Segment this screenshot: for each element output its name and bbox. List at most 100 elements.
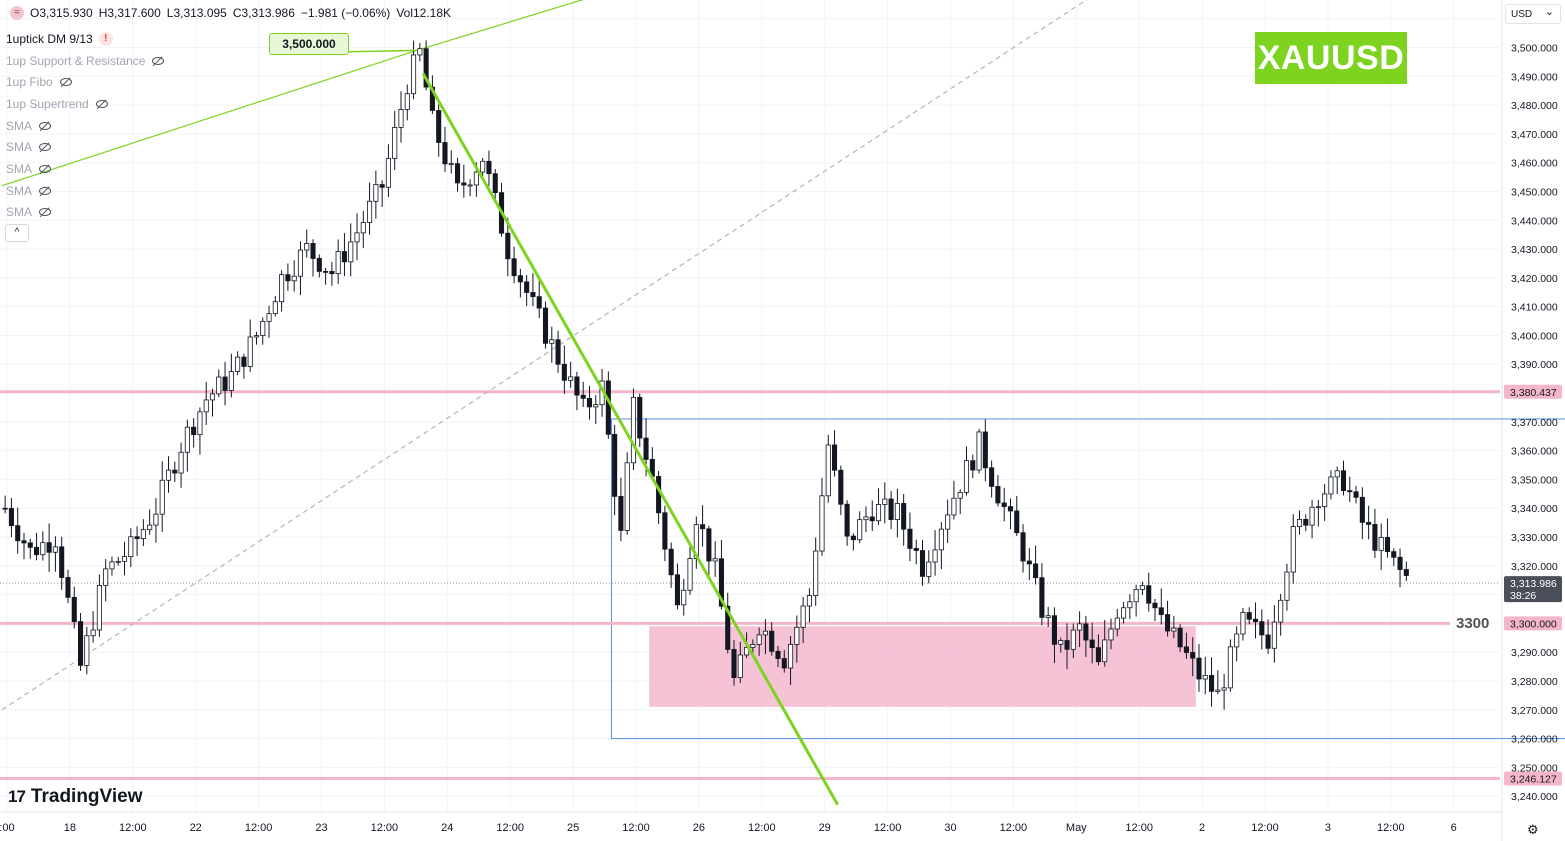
candle-body	[668, 548, 674, 576]
candle-body	[153, 513, 159, 526]
candle-body	[1064, 640, 1070, 650]
candle-body	[448, 163, 454, 166]
candle-body	[1007, 506, 1014, 512]
candle-body	[1397, 556, 1403, 570]
candle-body	[1051, 615, 1057, 645]
candle-body	[838, 469, 844, 505]
candle-body	[121, 556, 128, 562]
warning-icon[interactable]: !	[98, 31, 113, 46]
settings-gear-icon[interactable]: ⚙	[1527, 822, 1539, 837]
candle-body	[392, 126, 398, 159]
candle-body	[1083, 623, 1089, 641]
time-axis-label: 12:00	[119, 822, 147, 834]
candle-body	[624, 462, 630, 531]
candle-body	[1139, 585, 1145, 590]
eye-off-icon[interactable]	[151, 56, 165, 66]
candle-body	[643, 437, 649, 460]
candle-body	[505, 232, 511, 260]
trendline	[416, 0, 584, 51]
indicator-item[interactable]: SMA	[6, 180, 165, 202]
candle-body	[1378, 536, 1384, 551]
time-axis-label: 12:00	[874, 822, 902, 834]
candle-body	[40, 542, 46, 556]
candle-body	[850, 535, 856, 541]
candle-body	[1202, 675, 1208, 680]
high-value: H3,317.600	[98, 6, 161, 20]
symbol-badge: XAUUSD	[1255, 32, 1407, 84]
change-value: −1.981 (−0.06%)	[300, 6, 391, 20]
candle-body	[618, 495, 624, 531]
eye-off-icon[interactable]	[59, 77, 73, 87]
candle-body	[1328, 476, 1334, 495]
price-axis-label: 3,490.000	[1511, 71, 1558, 83]
eye-off-icon[interactable]	[38, 186, 52, 196]
candle-body	[549, 339, 555, 344]
currency-select[interactable]: USD	[1505, 2, 1561, 24]
open-value: O3,315.930	[30, 6, 93, 20]
indicator-item[interactable]: SMA	[6, 115, 165, 137]
candle-body	[737, 654, 743, 679]
candle-body	[235, 356, 241, 373]
candle-body	[209, 393, 216, 401]
eye-off-icon[interactable]	[38, 164, 52, 174]
eye-off-icon[interactable]	[95, 99, 109, 109]
indicator-item[interactable]: SMA	[6, 158, 165, 180]
eye-off-icon[interactable]	[38, 207, 52, 217]
candle-body	[442, 142, 448, 165]
candle-body	[216, 376, 222, 395]
indicator-item[interactable]: 1up Supertrend	[6, 93, 165, 115]
candle-body	[335, 251, 341, 275]
price-axis-label: 3,440.000	[1511, 215, 1558, 227]
indicator-label: SMA	[6, 118, 33, 133]
candle-body	[1271, 621, 1277, 649]
candle-body	[411, 54, 417, 95]
candle-body	[1391, 551, 1397, 558]
price-axis-label: 3,270.000	[1511, 705, 1558, 717]
indicator-label: 1uptick DM 9/13	[6, 31, 93, 46]
eye-off-icon[interactable]	[38, 121, 52, 131]
price-tag-level-bg	[1504, 616, 1562, 631]
price-axis-label: 3,250.000	[1511, 762, 1558, 774]
candle-body	[844, 503, 850, 537]
time-axis-label: :00	[0, 822, 15, 834]
indicator-item[interactable]: SMA	[6, 136, 165, 158]
price-axis-label: 3,330.000	[1511, 532, 1558, 544]
indicator-item[interactable]: 1up Fibo	[6, 71, 165, 93]
candle-body	[360, 222, 366, 234]
indicator-item[interactable]: 1uptick DM 9/13 !	[6, 28, 165, 50]
price-callout[interactable]: 3,500.000	[269, 33, 349, 55]
candle-body	[788, 643, 794, 669]
candle-body	[15, 525, 21, 542]
tradingview-logo[interactable]: 17 TradingView	[8, 786, 143, 808]
price-tag-current: 3,313.986	[1510, 578, 1557, 590]
indicator-label: SMA	[6, 205, 33, 220]
time-axis-label: 12:00	[622, 822, 650, 834]
candle-body	[310, 243, 316, 259]
indicator-item[interactable]: 1up Support & Resistance	[6, 50, 165, 72]
candle-body	[417, 48, 423, 56]
collapse-legend-button[interactable]: ^	[5, 224, 29, 242]
eye-off-icon[interactable]	[38, 142, 52, 152]
candle-body	[1284, 571, 1290, 601]
candle-body	[555, 339, 561, 365]
candle-body	[794, 626, 800, 645]
symbol-icon[interactable]: ≈	[10, 6, 24, 20]
candle-body	[178, 451, 184, 474]
candle-body	[1359, 496, 1365, 523]
candle-body	[34, 546, 40, 556]
indicator-item[interactable]: SMA	[6, 202, 165, 224]
candle-body	[580, 394, 586, 399]
candle-body	[279, 274, 285, 303]
candle-body	[574, 376, 580, 396]
candle-body	[1315, 506, 1321, 509]
volume-value: Vol12.18K	[396, 6, 452, 20]
candle-body	[945, 514, 951, 530]
candle-body	[637, 396, 643, 439]
candle-body	[2, 507, 8, 510]
candle-body	[530, 292, 536, 298]
candle-body	[863, 516, 869, 521]
price-axis-label: 3,350.000	[1511, 474, 1558, 486]
price-axis-label: 3,360.000	[1511, 446, 1558, 458]
time-axis-label: 25	[567, 822, 579, 834]
